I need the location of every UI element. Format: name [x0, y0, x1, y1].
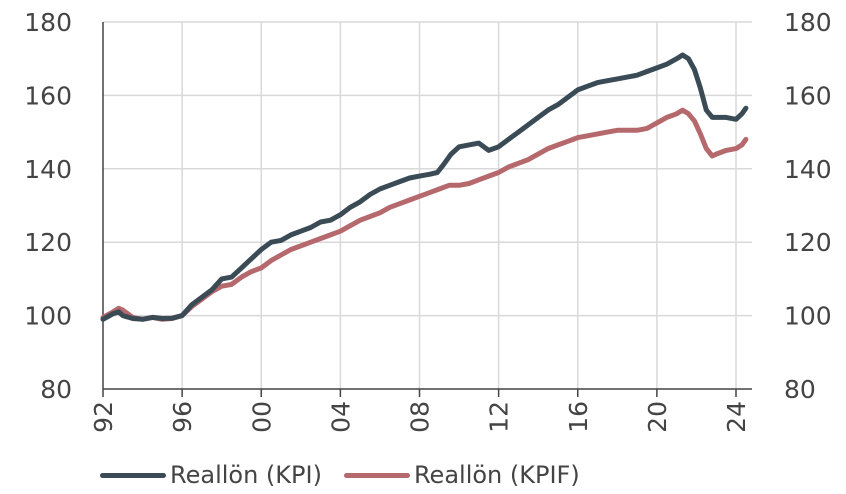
legend-swatch-kpif	[343, 472, 410, 478]
line-chart: 80 100 120 140 160 180 80 100 120 140 160 180 92 96…	[24, 8, 832, 433]
x-tick-label-20: 20	[643, 401, 672, 433]
x-tick-label-16: 16	[564, 401, 593, 433]
series-lines	[100, 52, 749, 322]
y-tick-label-right-100: 100	[784, 302, 832, 331]
x-tick-label-08: 08	[406, 401, 435, 433]
axes	[102, 22, 752, 397]
x-tick-label-96: 96	[168, 401, 197, 433]
x-tick-label-24: 24	[722, 401, 751, 433]
horizontal-gridlines	[103, 21, 752, 317]
y-tick-label-left-80: 80	[40, 375, 72, 404]
legend-label-kpi: Reallön (KPI)	[170, 461, 322, 489]
legend-label-kpif: Reallön (KPIF)	[413, 461, 580, 489]
y-tick-label-left-120: 120	[24, 228, 72, 257]
y-tick-label-right-180: 180	[784, 8, 832, 37]
left-y-axis-tick-labels: 80 100 120 140 160 180	[24, 8, 72, 404]
y-tick-label-right-120: 120	[784, 228, 832, 257]
y-tick-label-right-160: 160	[784, 81, 832, 110]
x-axis-tick-labels: 92 96 00 04 08 12 16 20 24	[89, 401, 751, 433]
legend-item-kpi: Reallön (KPI)	[100, 461, 322, 489]
legend-item-kpif: Reallön (KPIF)	[343, 461, 580, 489]
x-tick-label-04: 04	[326, 401, 355, 433]
y-tick-label-right-80: 80	[784, 375, 816, 404]
y-tick-label-left-100: 100	[24, 302, 72, 331]
right-y-axis-tick-labels: 80 100 120 140 160 180	[784, 8, 832, 404]
series-line-kpif	[100, 107, 749, 322]
x-tick-label-00: 00	[247, 401, 276, 433]
y-tick-label-left-160: 160	[24, 81, 72, 110]
y-tick-label-left-140: 140	[24, 155, 72, 184]
vertical-gridlines	[181, 22, 737, 389]
y-tick-label-right-140: 140	[784, 155, 832, 184]
legend-swatch-kpi	[100, 472, 166, 478]
series-line-kpi	[100, 52, 749, 322]
x-tick-label-92: 92	[89, 401, 118, 433]
x-tick-label-12: 12	[485, 401, 514, 433]
legend: Reallön (KPI) Reallön (KPIF)	[100, 458, 602, 492]
y-tick-label-left-180: 180	[24, 8, 72, 37]
